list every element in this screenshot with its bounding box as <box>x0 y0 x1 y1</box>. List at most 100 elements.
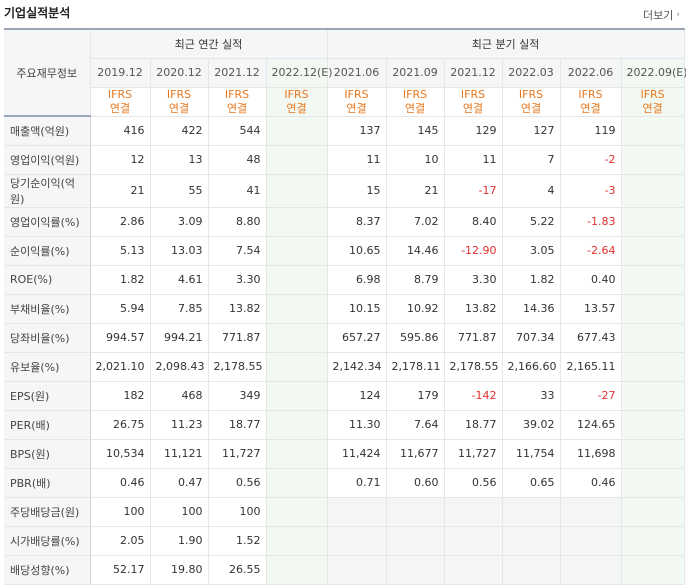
quarter-value-cell: 10.92 <box>386 293 445 324</box>
quarter-value-cell: 8.37 <box>326 206 387 237</box>
annual-value-cell: 0.56 <box>208 468 267 498</box>
quarter-value-cell: 39.02 <box>502 410 561 440</box>
quarter-value-cell: 11.30 <box>326 410 387 440</box>
annual-value-cell: 994.21 <box>150 323 209 353</box>
annual-value-cell: 2,021.10 <box>90 352 151 382</box>
annual-value-cell: 12 <box>90 145 151 175</box>
quarter-value-cell: 137 <box>326 115 387 146</box>
row-label: 영업이익(억원) <box>4 145 91 175</box>
table-row: 매출액(억원) 416 422 544 137 145 129 127 119 <box>4 115 685 146</box>
annual-value-cell: 21 <box>90 174 151 208</box>
annual-value-cell: 100 <box>90 496 151 527</box>
annual-value-cell <box>266 115 328 146</box>
table-row: 영업이익(억원) 12 13 48 11 10 11 7 -2 <box>4 145 685 175</box>
period-header[interactable]: 2022.09(E) <box>621 58 686 88</box>
quarter-value-cell: 5.22 <box>502 206 561 237</box>
period-header[interactable]: 2021.09 <box>386 58 445 88</box>
quarter-value-cell: 119 <box>560 115 622 146</box>
quarter-value-cell <box>502 555 561 585</box>
table-row: EPS(원) 182 468 349 124 179 -142 33 -27 <box>4 380 685 411</box>
annual-value-cell <box>266 526 328 556</box>
period-header[interactable]: 2022.06 <box>560 58 622 88</box>
annual-value-cell: 11,727 <box>208 439 267 469</box>
quarter-value-cell <box>386 496 445 527</box>
period-header[interactable]: 2020.12 <box>150 58 209 88</box>
table-row: 주당배당금(원) 100 100 100 <box>4 496 685 527</box>
period-header[interactable]: 2021.12 <box>208 58 267 88</box>
table-body: 매출액(억원) 416 422 544 137 145 129 127 119 영업이익(억원) 1… <box>4 115 685 585</box>
annual-value-cell: 11,121 <box>150 439 209 469</box>
basis-header: IFRS 연결 <box>621 87 685 117</box>
quarter-value-cell <box>621 526 685 556</box>
quarter-value-cell: 7.64 <box>386 410 445 440</box>
quarter-value-cell <box>621 174 685 208</box>
basis-ifrs: IFRS <box>166 87 192 101</box>
annual-value-cell: 544 <box>208 115 267 146</box>
quarter-value-cell: 0.40 <box>560 265 622 295</box>
period-header[interactable]: 2021.06 <box>326 58 387 88</box>
quarter-value-cell: -12.90 <box>444 236 503 266</box>
annual-value-cell: 7.54 <box>208 236 267 266</box>
basis-ifrs: IFRS <box>284 87 309 101</box>
basis-header: IFRS 연결 <box>266 87 328 117</box>
annual-value-cell: 468 <box>150 380 209 411</box>
quarter-value-cell <box>621 323 685 353</box>
annual-value-cell: 422 <box>150 115 209 146</box>
annual-value-cell: 18.77 <box>208 410 267 440</box>
quarter-value-cell <box>326 496 387 527</box>
quarter-value-cell <box>560 496 622 527</box>
more-link[interactable]: 더보기 › <box>643 7 680 23</box>
annual-value-cell <box>266 496 328 527</box>
period-header[interactable]: 2022.03 <box>502 58 561 88</box>
quarter-value-cell: 11 <box>444 145 503 175</box>
quarter-value-cell: 145 <box>386 115 445 146</box>
table-header: 주요재무정보 최근 연간 실적 최근 분기 실적 2019.12 2020.12 2… <box>4 28 686 117</box>
annual-value-cell: 13.82 <box>208 293 267 324</box>
quarter-value-cell: 124.65 <box>560 410 622 440</box>
basis-consolidated: 연결 <box>346 101 367 115</box>
quarter-value-cell: 21 <box>386 174 445 208</box>
annual-value-cell: 13.03 <box>150 236 209 266</box>
quarter-value-cell: 2,165.11 <box>560 352 622 382</box>
table-row: 영업이익률(%) 2.86 3.09 8.80 8.37 7.02 8.40 5.22 -1.8… <box>4 206 685 237</box>
row-label: 순이익률(%) <box>4 236 91 266</box>
quarter-value-cell: -142 <box>444 380 503 411</box>
quarter-value-cell <box>621 555 685 585</box>
annual-value-cell: 11.23 <box>150 410 209 440</box>
period-header[interactable]: 2022.12(E) <box>266 58 333 88</box>
table-row: PBR(배) 0.46 0.47 0.56 0.71 0.60 0.56 0.65 0.46 <box>4 468 685 498</box>
quarter-value-cell <box>326 555 387 585</box>
quarter-value-cell: -2.64 <box>560 236 622 266</box>
annual-value-cell: 5.13 <box>90 236 151 266</box>
quarter-value-cell: 11,727 <box>444 439 503 469</box>
annual-value-cell: 41 <box>208 174 267 208</box>
annual-value-cell: 5.94 <box>90 293 151 324</box>
quarter-value-cell <box>621 293 685 324</box>
annual-value-cell <box>266 380 328 411</box>
basis-header: IFRS 연결 <box>560 87 622 117</box>
period-header[interactable]: 2019.12 <box>90 58 151 88</box>
quarter-value-cell: 14.36 <box>502 293 561 324</box>
annual-value-cell: 52.17 <box>90 555 151 585</box>
quarter-value-cell: 707.34 <box>502 323 561 353</box>
quarter-value-cell: 657.27 <box>326 323 387 353</box>
annual-value-cell: 3.09 <box>150 206 209 237</box>
row-label: 당좌비율(%) <box>4 323 91 353</box>
basis-ifrs: IFRS <box>460 87 486 101</box>
quarter-value-cell: 0.71 <box>326 468 387 498</box>
quarter-value-cell: 7 <box>502 145 561 175</box>
annual-value-cell: 771.87 <box>208 323 267 353</box>
basis-ifrs: IFRS <box>518 87 544 101</box>
quarter-value-cell <box>621 145 685 175</box>
annual-value-cell: 1.90 <box>150 526 209 556</box>
table-row: BPS(원) 10,534 11,121 11,727 11,424 11,677 11,7… <box>4 439 685 469</box>
row-label: ROE(%) <box>4 265 91 295</box>
quarter-value-cell: 179 <box>386 380 445 411</box>
quarter-value-cell: 3.30 <box>444 265 503 295</box>
quarter-value-cell: -1.83 <box>560 206 622 237</box>
quarter-value-cell <box>621 410 685 440</box>
period-header[interactable]: 2021.12 <box>444 58 503 88</box>
annual-value-cell <box>266 265 328 295</box>
annual-value-cell: 100 <box>150 496 209 527</box>
section-header: 기업실적분석 더보기 › <box>0 0 686 28</box>
